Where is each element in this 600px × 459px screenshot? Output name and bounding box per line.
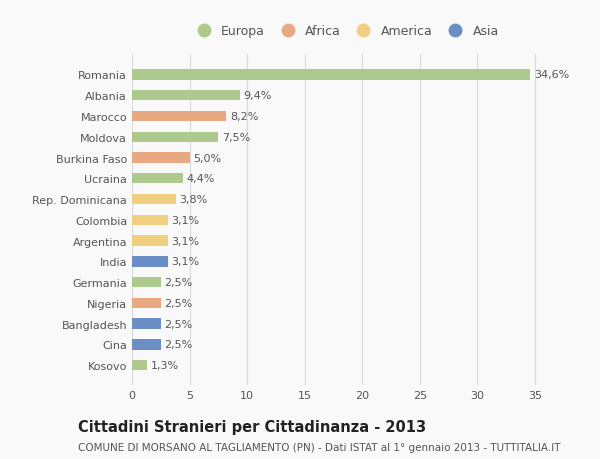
Text: 2,5%: 2,5% [164,340,193,350]
Bar [132,340,161,350]
Legend: Europa, Africa, America, Asia: Europa, Africa, America, Asia [187,22,503,42]
Bar [132,174,182,184]
Text: COMUNE DI MORSANO AL TAGLIAMENTO (PN) - Dati ISTAT al 1° gennaio 2013 - TUTTITAL: COMUNE DI MORSANO AL TAGLIAMENTO (PN) - … [78,442,560,452]
Bar [132,360,147,370]
Text: 7,5%: 7,5% [222,133,250,142]
Text: 3,1%: 3,1% [171,257,199,267]
Bar [132,236,167,246]
Bar [132,70,530,80]
Bar [132,195,176,205]
Text: 2,5%: 2,5% [164,298,193,308]
Text: 1,3%: 1,3% [151,360,179,370]
Text: 8,2%: 8,2% [230,112,258,122]
Bar [132,132,218,143]
Bar [132,91,240,101]
Text: 3,1%: 3,1% [171,215,199,225]
Bar [132,298,161,308]
Bar [132,153,190,163]
Bar [132,215,167,225]
Text: 5,0%: 5,0% [193,153,221,163]
Text: 3,8%: 3,8% [179,195,208,205]
Bar [132,319,161,329]
Text: 2,5%: 2,5% [164,278,193,287]
Bar [132,257,167,267]
Text: 34,6%: 34,6% [534,70,569,80]
Bar [132,277,161,288]
Text: 3,1%: 3,1% [171,236,199,246]
Text: 4,4%: 4,4% [186,174,214,184]
Text: 2,5%: 2,5% [164,319,193,329]
Text: 9,4%: 9,4% [244,91,272,101]
Bar [132,112,226,122]
Text: Cittadini Stranieri per Cittadinanza - 2013: Cittadini Stranieri per Cittadinanza - 2… [78,419,426,434]
